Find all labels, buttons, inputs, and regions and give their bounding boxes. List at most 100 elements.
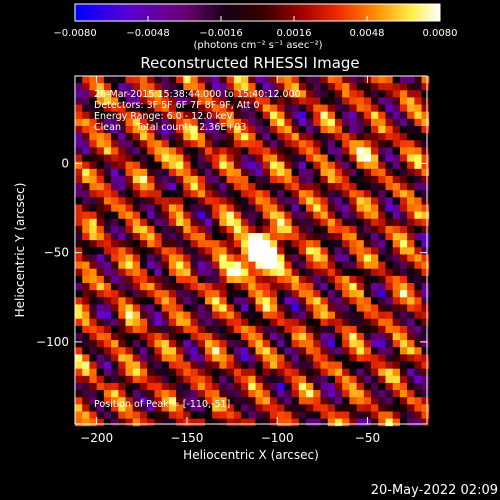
image-cell [132,133,141,141]
image-cell [147,297,155,305]
image-cell [378,254,386,262]
image-cell [327,311,336,320]
image-cell [190,268,199,277]
image-cell [262,197,271,205]
image-cell [262,347,271,355]
image-cell [284,382,293,391]
image-cell [407,297,415,305]
image-cell [334,382,343,391]
image-cell [111,147,119,155]
image-cell [363,290,372,298]
image-cell [378,368,386,377]
image-cell [269,318,278,327]
image-cell [262,318,271,327]
image-cell [248,125,256,134]
image-cell [378,190,386,198]
image-cell [385,97,394,105]
image-cell [385,133,394,141]
image-cell [111,304,119,312]
image-cell [118,240,126,248]
image-cell [284,247,293,255]
image-cell [407,76,415,84]
image-cell [118,390,126,398]
image-cell [154,147,163,155]
image-cell [349,390,357,398]
image-cell [291,404,300,412]
image-cell [334,97,343,105]
image-cell [327,297,336,305]
image-cell [82,325,90,334]
image-cell [392,204,401,213]
image-cell [414,283,422,291]
image-cell [313,325,321,334]
image-cell [96,104,105,113]
image-cell [154,125,163,134]
image-cell [197,90,206,98]
image-cell [399,368,408,377]
image-cell [269,347,278,355]
image-cell [291,190,300,198]
image-cell [414,211,422,220]
image-cell [125,168,134,177]
image-cell [82,218,90,227]
image-cell [176,311,184,320]
image-cell [89,197,98,205]
image-cell [277,133,285,141]
image-cell [219,261,228,270]
image-cell [327,325,336,334]
image-cell [233,197,242,205]
image-cell [306,290,314,298]
image-cell [269,147,278,155]
image-cell [306,397,314,405]
image-cell [262,275,271,284]
image-cell [212,76,220,84]
image-cell [378,147,386,155]
image-cell [342,133,350,141]
image-cell [262,375,271,384]
image-cell [407,83,415,91]
image-cell [262,183,271,191]
image-cell [248,311,256,320]
image-cell [219,382,228,391]
image-cell [154,76,163,84]
image-cell [75,90,83,98]
image-cell [414,382,422,391]
image-cell [378,97,386,105]
image-cell [320,325,329,334]
chart-title: Reconstructed RHESSI Image [140,54,359,72]
image-cell [407,275,415,284]
image-cell [399,90,408,98]
image-cell [392,111,401,120]
image-cell [197,197,206,205]
image-cell [89,218,98,227]
image-cell [248,304,256,312]
image-cell [168,275,177,284]
image-cell [371,197,379,205]
image-cell [392,133,401,141]
image-cell [82,397,90,405]
image-cell [277,318,285,327]
image-cell [103,90,112,98]
image-cell [241,304,249,312]
image-cell [233,290,242,298]
image-cell [248,111,256,120]
image-cell [399,111,408,120]
image-cell [269,104,278,113]
image-cell [320,368,329,377]
image-cell [277,183,285,191]
image-cell [327,254,336,262]
image-cell [82,268,90,277]
image-cell [103,233,112,241]
image-cell [190,190,199,198]
image-cell [75,397,83,405]
image-cell [334,161,343,170]
image-cell [197,261,206,270]
image-cell [89,161,98,170]
image-cell [161,261,170,270]
image-cell [118,347,126,355]
image-cell [226,147,235,155]
image-cell [89,261,98,270]
image-cell [176,133,184,141]
image-cell [298,218,307,227]
image-cell [414,290,422,298]
